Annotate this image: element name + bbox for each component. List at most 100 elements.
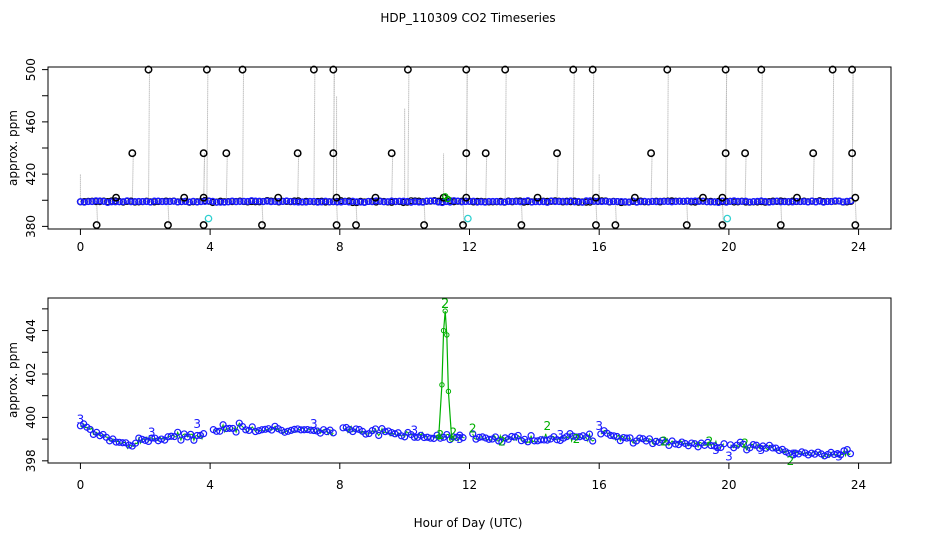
spike-point xyxy=(199,149,208,158)
blue-point xyxy=(812,198,820,206)
blue-point xyxy=(232,198,240,206)
dip-point xyxy=(332,221,341,230)
blue-point xyxy=(473,198,481,206)
top-x-axis: 0 4 8 12 16 20 24 xyxy=(77,228,866,254)
raw-line xyxy=(297,153,300,202)
blue-point xyxy=(571,198,579,206)
flag-label-3: 3 xyxy=(456,432,464,446)
raw-line xyxy=(592,69,595,202)
blue-point xyxy=(411,198,419,206)
blue-point xyxy=(185,198,193,206)
top-points xyxy=(76,65,860,230)
blue-point xyxy=(298,198,306,206)
blue-point xyxy=(415,198,423,206)
blue-point xyxy=(92,197,100,205)
blue-point xyxy=(788,198,796,206)
blue-point xyxy=(364,197,372,206)
blue-point xyxy=(555,198,563,206)
series-point xyxy=(177,436,185,444)
blue-point xyxy=(193,198,201,206)
blue-point xyxy=(625,198,633,206)
x-tick-label: 20 xyxy=(721,240,736,254)
series-point xyxy=(225,424,234,432)
blue-point xyxy=(302,198,310,206)
spike-point xyxy=(202,65,211,74)
y-tick-label: 460 xyxy=(24,110,38,133)
spike-point xyxy=(435,434,442,440)
blue-point xyxy=(714,198,723,207)
series-point xyxy=(381,427,389,436)
blue-point xyxy=(738,197,746,205)
blue-point xyxy=(777,198,785,206)
flag-point xyxy=(718,193,727,202)
blue-point xyxy=(450,197,458,205)
blue-point xyxy=(769,198,777,206)
blue-point xyxy=(839,198,847,206)
blue-point xyxy=(660,197,668,205)
blue-point xyxy=(240,197,248,205)
series-point xyxy=(585,430,594,438)
blue-point xyxy=(111,198,119,206)
blue-point xyxy=(88,198,96,206)
blue-point xyxy=(158,198,166,206)
spike-point xyxy=(848,65,857,74)
blue-point xyxy=(613,197,621,206)
blue-point xyxy=(477,198,485,206)
spike-point xyxy=(647,149,656,158)
blue-point xyxy=(512,197,520,206)
series-point xyxy=(707,441,715,450)
series-point xyxy=(310,426,318,435)
spike-point xyxy=(721,149,730,158)
raw-line xyxy=(666,69,669,202)
spike-point xyxy=(462,149,471,158)
blue-point xyxy=(399,197,407,205)
x-tick-label: 24 xyxy=(851,478,866,492)
blue-point xyxy=(711,198,719,206)
blue-point xyxy=(107,198,116,206)
blue-point xyxy=(76,198,84,206)
blue-point xyxy=(392,198,400,206)
dip-point xyxy=(420,221,429,230)
dip-point xyxy=(682,221,691,230)
series-point xyxy=(791,449,799,457)
flag-label-3: 3 xyxy=(310,417,318,431)
raw-line xyxy=(313,69,316,202)
series-point xyxy=(469,430,477,438)
blue-point xyxy=(699,197,707,205)
blue-point xyxy=(532,198,540,206)
series-point xyxy=(443,430,451,439)
spike-point xyxy=(553,149,561,158)
series-point xyxy=(775,446,783,455)
blue-point xyxy=(823,198,832,206)
flag-label-3: 3 xyxy=(77,413,85,427)
spike-point xyxy=(329,149,338,158)
spike-point xyxy=(403,65,412,74)
spike-point xyxy=(721,65,730,74)
blue-point xyxy=(734,197,742,205)
blue-point xyxy=(380,198,388,206)
blue-point xyxy=(765,198,773,206)
series-point xyxy=(397,432,406,440)
series-point xyxy=(527,432,535,440)
blue-point xyxy=(201,197,209,205)
series-point xyxy=(284,427,292,435)
flag-point xyxy=(630,193,639,202)
series-point xyxy=(478,433,487,441)
blue-point xyxy=(216,198,225,206)
y-tick-label: 404 xyxy=(24,319,38,342)
series-point xyxy=(833,450,842,458)
blue-point xyxy=(718,197,726,205)
blue-point xyxy=(500,198,509,206)
raw-line xyxy=(725,69,728,202)
series-point xyxy=(720,440,728,448)
blue-point xyxy=(816,197,824,205)
blue-point xyxy=(497,198,505,206)
blue-point xyxy=(318,198,326,206)
raw-line xyxy=(812,153,815,202)
blue-point xyxy=(162,198,170,206)
blue-point xyxy=(310,197,318,205)
series-point xyxy=(687,439,696,447)
blue-point xyxy=(248,197,256,205)
flag-label-2: 2 xyxy=(741,436,749,450)
blue-point xyxy=(606,198,614,206)
